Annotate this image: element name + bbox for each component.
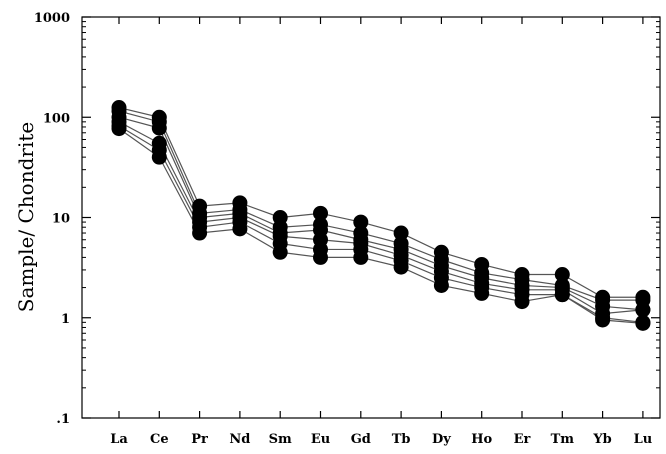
y-axis-label: Sample/ Chondrite — [14, 122, 38, 312]
data-point — [393, 225, 409, 241]
data-point — [393, 259, 409, 275]
x-tick-label: Sm — [269, 432, 292, 447]
x-tick-label: Eu — [311, 432, 330, 447]
data-point — [635, 315, 651, 331]
data-point — [635, 302, 651, 318]
x-tick-label: Nd — [229, 432, 250, 447]
x-tick-label: Ho — [471, 432, 492, 447]
x-tick-label: Gd — [351, 432, 371, 447]
x-axis-ticks: La Ce Pr Nd Sm Eu Gd Tb Dy Ho Er Tm Yb Lu — [110, 17, 652, 447]
x-tick-label: Pr — [191, 432, 208, 447]
data-point — [272, 244, 288, 260]
x-tick-label: La — [110, 432, 128, 447]
data-point — [514, 294, 530, 310]
x-tick-label: Tb — [392, 432, 411, 447]
plot-frame — [81, 16, 661, 419]
data-point — [313, 249, 328, 265]
data-point — [474, 285, 490, 301]
data-point — [353, 249, 369, 265]
data-point — [232, 221, 248, 237]
x-tick-label: Dy — [432, 432, 451, 447]
data-point — [111, 121, 127, 137]
data-point — [433, 277, 449, 293]
y-tick-label: 100 — [43, 111, 70, 126]
y-axis-ticks: 1000 100 10 1 .1 — [34, 11, 660, 427]
data-point — [192, 225, 208, 241]
data-point — [353, 214, 369, 230]
data-point — [595, 312, 611, 328]
data-point — [313, 205, 328, 221]
data-point — [554, 267, 570, 283]
y-tick-label: 1 — [61, 312, 70, 327]
series-points — [111, 100, 651, 331]
y-tick-label: 10 — [52, 212, 70, 227]
x-tick-label: Ce — [150, 432, 169, 447]
data-point — [554, 287, 570, 303]
y-tick-label: .1 — [56, 412, 70, 427]
data-point — [151, 149, 167, 165]
x-tick-label: Yb — [592, 432, 611, 447]
x-tick-label: Lu — [634, 432, 653, 447]
x-tick-label: Tm — [551, 432, 575, 447]
data-point — [151, 120, 167, 136]
x-tick-label: Er — [514, 432, 531, 447]
y-tick-label: 1000 — [34, 11, 70, 26]
